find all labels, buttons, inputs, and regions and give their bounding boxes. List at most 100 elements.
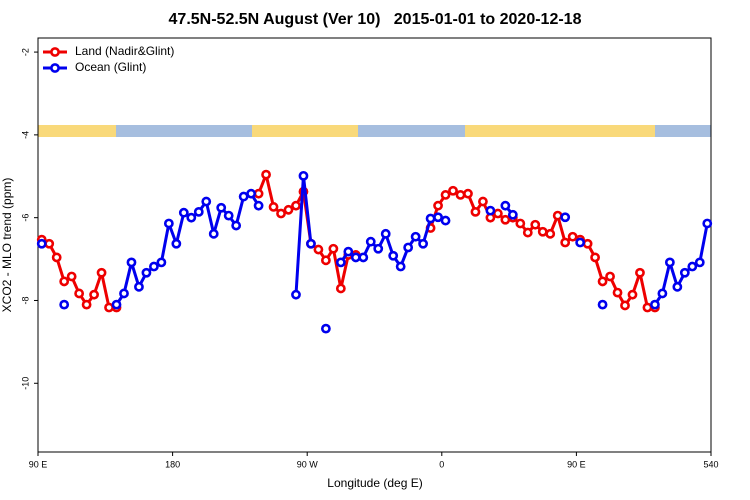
point [149,261,159,272]
point [597,276,608,287]
point [478,196,488,207]
point [223,210,234,221]
point [560,237,571,248]
x-tick-label: 90 W [297,459,319,469]
x-tick-label: 90 E [567,459,586,469]
point [605,271,615,282]
point [89,289,99,300]
legend-label: Ocean (Glint) [75,60,146,74]
point [463,188,473,199]
point [388,250,399,261]
point [545,228,556,239]
x-tick-label: 540 [703,459,718,469]
point [440,190,451,200]
point [537,226,548,237]
x-tick-label: 90 E [29,459,48,469]
point [36,238,47,249]
point [104,302,114,313]
land-mask [38,125,711,137]
point [193,206,204,217]
point [66,271,77,282]
point [575,237,586,248]
land-band [38,125,116,137]
point [328,243,339,254]
point [126,257,137,268]
point [320,323,331,334]
point [283,204,294,215]
y-axis-label: XCO2 - MLO trend (ppm) [0,178,14,313]
ocean-band [358,125,465,137]
point [687,261,698,272]
point [343,246,354,257]
y-tick-label: -8 [20,296,30,304]
point [582,238,593,249]
point [642,302,653,313]
point [51,252,62,263]
point [216,202,227,213]
legend-marker [50,47,60,57]
x-tick-label: 0 [439,459,444,469]
point [455,190,466,200]
point [261,169,271,180]
point [635,267,645,278]
point [171,238,182,249]
y-tick-label: -6 [20,214,30,222]
x-axis-label: Longitude (deg E) [327,476,422,490]
point [403,242,414,253]
point [627,289,638,300]
land-band [252,125,358,137]
point [500,200,511,211]
point [590,252,600,263]
point [425,213,436,224]
point [335,283,346,294]
point [380,228,391,239]
point [231,220,242,231]
point [320,255,331,266]
point [81,299,92,310]
legend-label: Land (Nadir&Glint) [75,44,174,58]
point [620,300,630,311]
point [470,206,481,217]
ocean-band [116,125,252,137]
point [597,299,608,310]
y-tick-label: -4 [20,131,30,139]
point [515,218,526,229]
point [246,188,257,199]
point [657,288,668,299]
point [552,210,563,221]
point [306,238,316,249]
point [650,299,660,310]
point [373,243,384,254]
point [298,170,309,181]
point [350,252,361,263]
point [238,191,249,202]
point [178,207,189,218]
point [702,218,713,229]
point [560,212,571,223]
point [530,219,541,230]
point [664,257,675,268]
x-tick-label: 180 [165,459,180,469]
point [365,236,376,247]
chart-title: 47.5N-52.5N August (Ver 10) 2015-01-01 t… [169,11,582,28]
land-band [465,125,655,137]
point [96,267,107,278]
point [291,200,301,211]
ocean-band [655,125,711,137]
point [440,215,451,226]
point [134,281,144,292]
point [522,227,533,238]
point [448,185,458,196]
point [567,231,578,242]
point [335,257,346,268]
legend-marker [50,63,60,73]
point [433,212,443,223]
point [418,238,429,249]
point [208,228,219,239]
point [492,208,503,219]
point [291,289,301,300]
y-tick-label: -2 [20,48,30,56]
point [141,267,152,278]
point [507,209,518,220]
